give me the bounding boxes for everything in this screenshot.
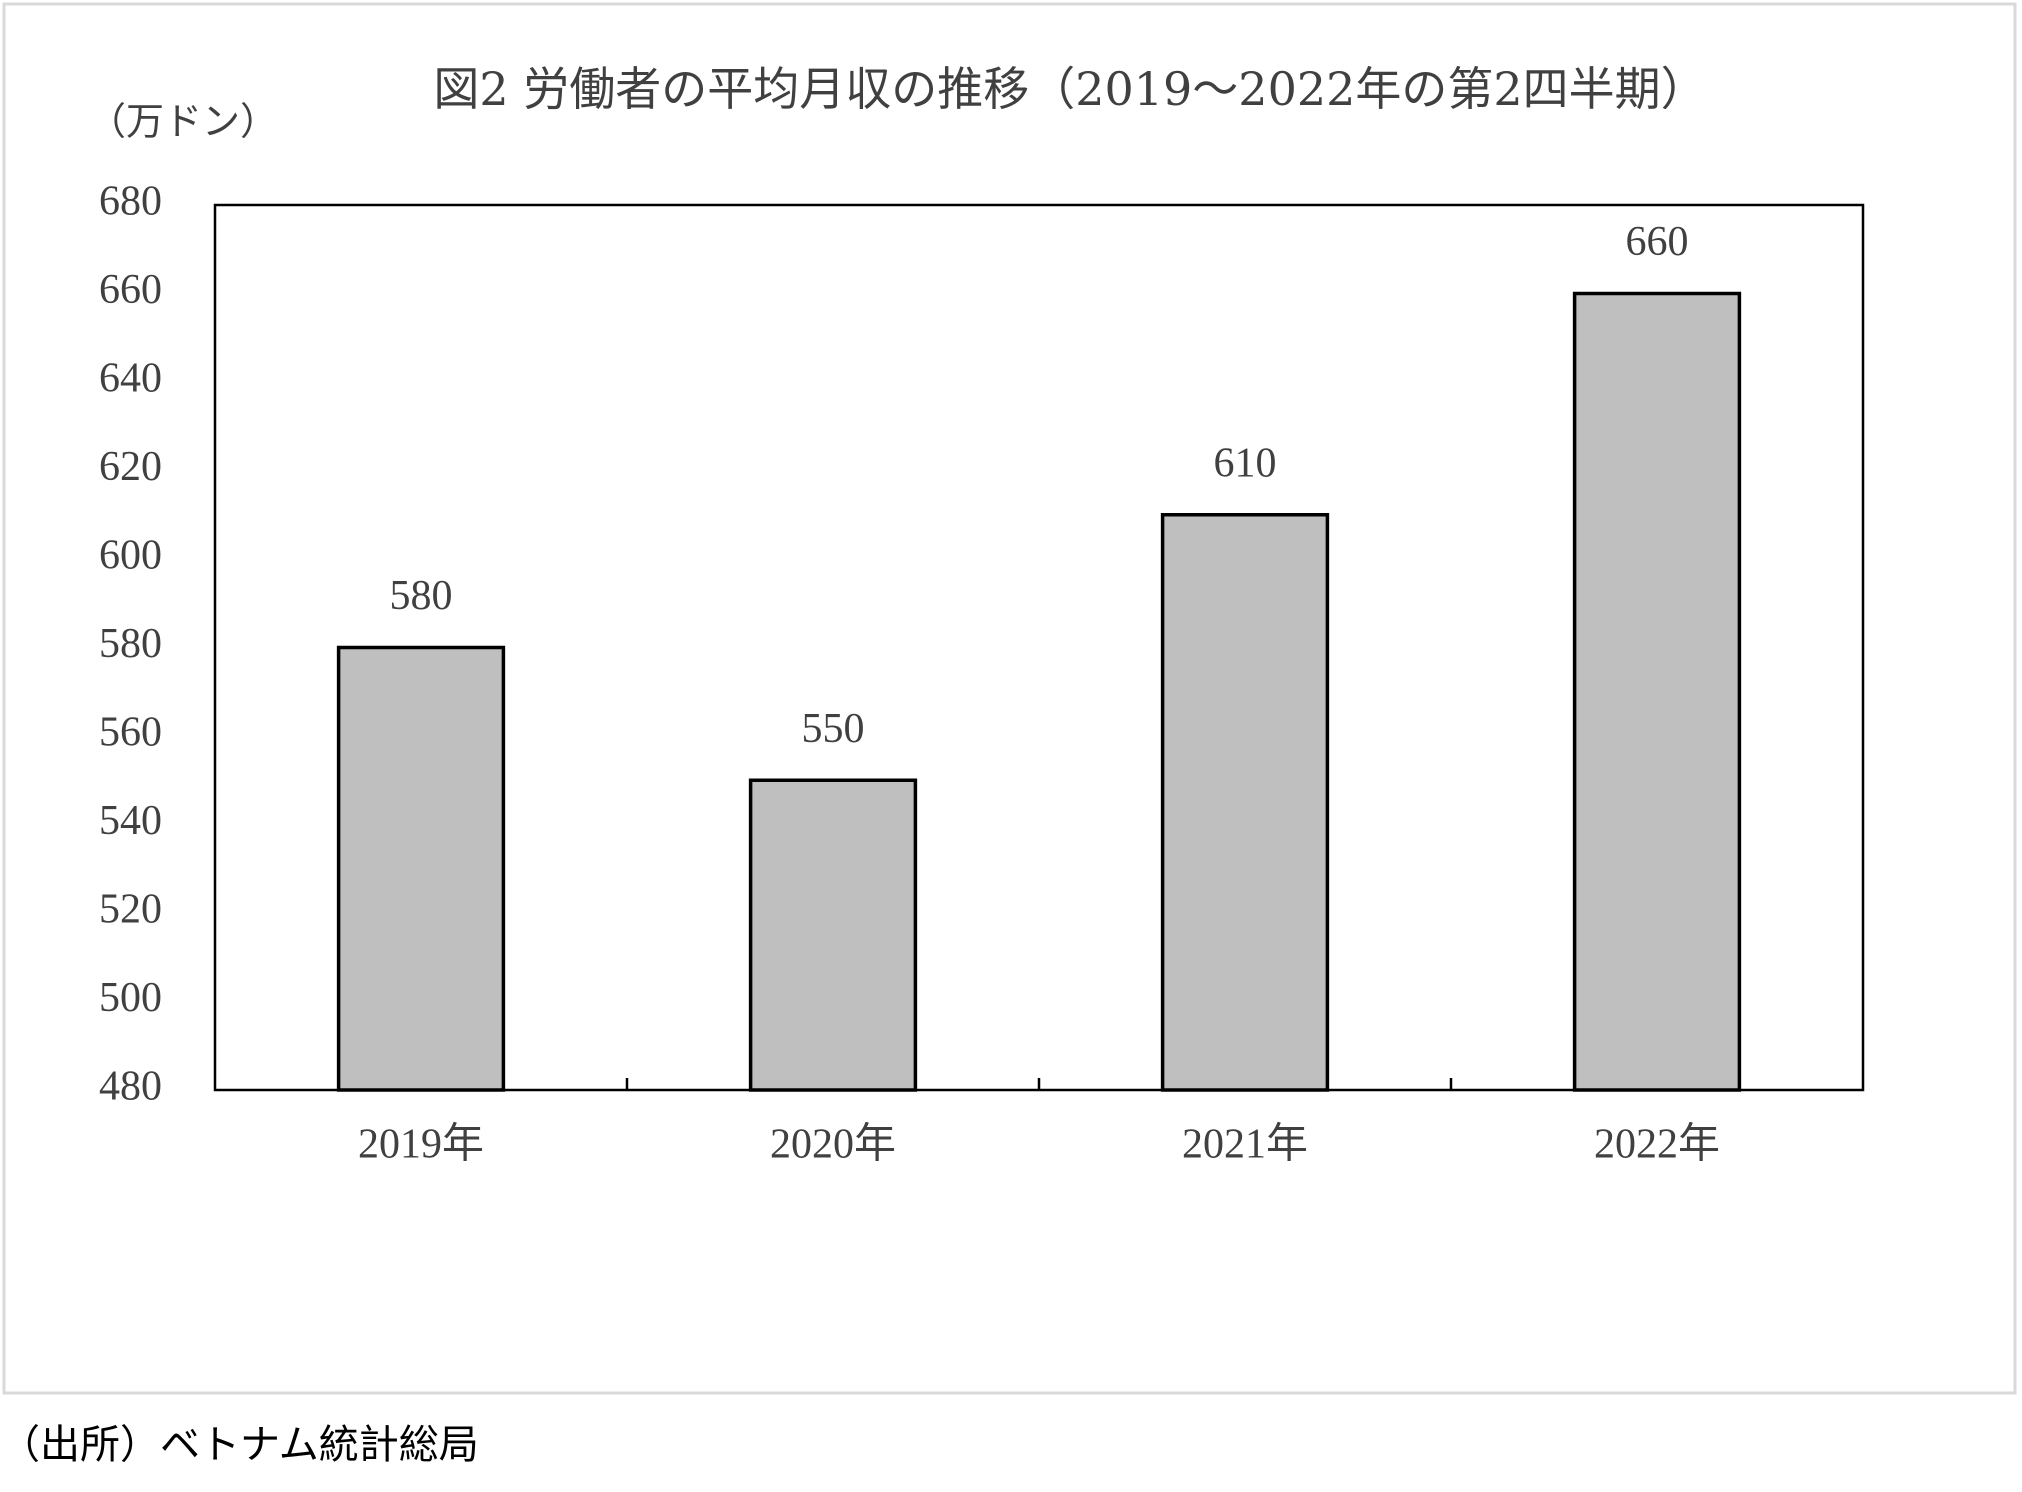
- y-tick-label: 520: [99, 887, 162, 933]
- bar: [336, 645, 506, 1092]
- y-tick-label: 660: [99, 267, 162, 313]
- y-tick-label: 680: [99, 179, 162, 225]
- data-label: 610: [1214, 440, 1277, 486]
- x-tick-label: 2020年: [770, 1121, 896, 1168]
- data-label: 660: [1626, 219, 1689, 265]
- y-tick-label: 560: [99, 710, 162, 756]
- source-note: （出所）ベトナム統計総局: [0, 1422, 479, 1468]
- y-tick-label: 480: [99, 1064, 162, 1110]
- bar: [1160, 513, 1330, 1092]
- y-tick-label: 580: [99, 621, 162, 667]
- y-tick-label: 600: [99, 533, 162, 579]
- y-tick-label: 540: [99, 798, 162, 844]
- y-tick-label: 500: [99, 975, 162, 1021]
- y-axis-label: （万ドン）: [88, 100, 278, 144]
- data-label: 550: [802, 706, 865, 752]
- chart-title: 図2 労働者の平均月収の推移（2019～2022年の第2四半期）: [433, 62, 1706, 116]
- y-tick-label: 640: [99, 356, 162, 402]
- x-tick-label: 2022年: [1594, 1121, 1720, 1168]
- x-tick-label: 2021年: [1182, 1121, 1308, 1168]
- y-tick-label: 620: [99, 444, 162, 490]
- bar: [1572, 291, 1742, 1092]
- data-label: 580: [390, 573, 453, 619]
- x-tick-label: 2019年: [358, 1121, 484, 1168]
- bar: [748, 778, 918, 1092]
